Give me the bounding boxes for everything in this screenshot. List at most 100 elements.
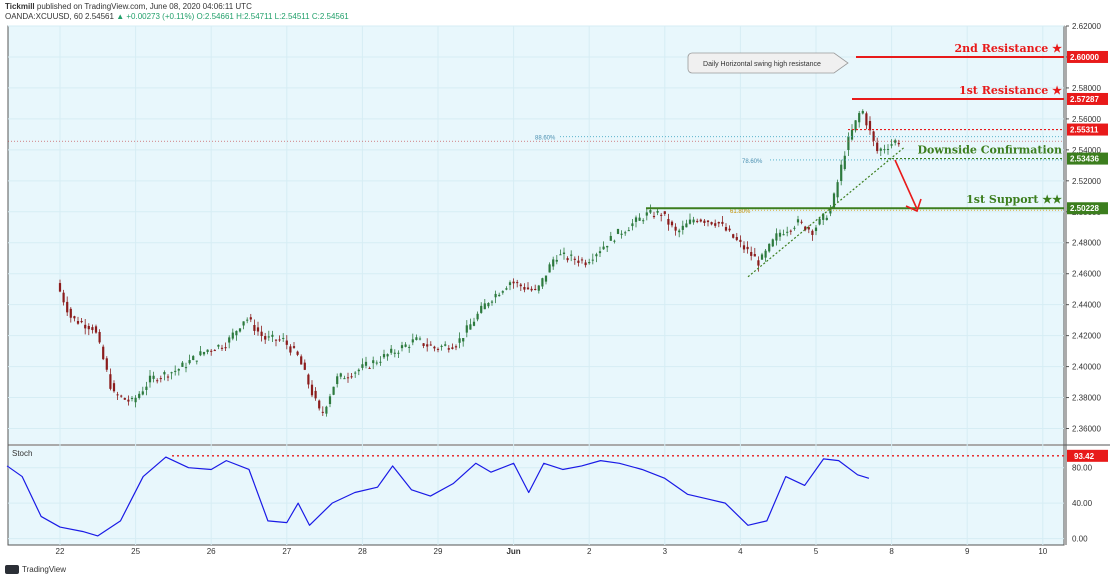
stoch-line bbox=[6, 456, 870, 537]
candle-body bbox=[472, 321, 476, 326]
candle-body bbox=[332, 386, 335, 395]
y-tick-label: 2.62000 bbox=[1072, 22, 1101, 31]
tradingview-logo[interactable]: TradingView bbox=[5, 565, 66, 574]
candle-body bbox=[364, 361, 368, 366]
fib-label: 61.80% bbox=[730, 209, 751, 215]
candle-body bbox=[159, 378, 162, 380]
candle-body bbox=[213, 350, 216, 352]
candle-body bbox=[195, 360, 198, 362]
price-badge-label: 2.55311 bbox=[1070, 126, 1099, 135]
candle-body bbox=[152, 375, 155, 379]
candle-body bbox=[336, 376, 339, 385]
candle-body bbox=[652, 215, 656, 218]
candle-body bbox=[818, 218, 821, 225]
candle-body bbox=[843, 155, 846, 169]
y-tick-label: 2.52000 bbox=[1072, 177, 1101, 186]
candle-body bbox=[796, 219, 800, 223]
candle-body bbox=[346, 377, 350, 379]
candle-body bbox=[814, 227, 818, 232]
level-name: 2nd Resistance ★ bbox=[955, 42, 1063, 55]
candle-body bbox=[462, 338, 465, 342]
candle-body bbox=[127, 399, 130, 402]
candle-body bbox=[148, 375, 152, 383]
up-arrow-icon: ▲ bbox=[116, 12, 125, 21]
candle-body bbox=[292, 346, 296, 348]
y-tick-label: 2.38000 bbox=[1072, 394, 1101, 403]
candle-body bbox=[314, 390, 317, 399]
candle-body bbox=[595, 254, 598, 257]
candle-body bbox=[217, 344, 220, 347]
stoch-tick-label: 80.00 bbox=[1072, 464, 1093, 473]
candle-body bbox=[422, 343, 425, 346]
candle-body bbox=[436, 348, 440, 350]
candle-body bbox=[897, 142, 900, 145]
candle-body bbox=[825, 217, 828, 220]
candle-body bbox=[804, 226, 807, 231]
candle-body bbox=[177, 369, 180, 371]
candle-body bbox=[728, 228, 731, 231]
candle-body bbox=[544, 275, 548, 282]
candle-body bbox=[163, 372, 166, 375]
symbol[interactable]: OANDA:XCUUSD, 60 bbox=[5, 12, 83, 21]
candle-body bbox=[469, 324, 472, 330]
candle-body bbox=[620, 233, 623, 235]
candle-body bbox=[890, 144, 893, 146]
y-tick-label: 2.54000 bbox=[1072, 146, 1101, 155]
candle-body bbox=[764, 250, 767, 258]
candle-body bbox=[516, 282, 519, 284]
candle-body bbox=[408, 346, 411, 348]
candle-body bbox=[357, 369, 360, 372]
y-tick-label: 2.40000 bbox=[1072, 363, 1101, 372]
stoch-title: Stoch bbox=[12, 449, 32, 458]
candle-body bbox=[714, 223, 717, 226]
level-price-label: 2.57287 bbox=[1070, 95, 1099, 104]
candle-body bbox=[372, 360, 375, 364]
publisher-name: Tickmill bbox=[5, 2, 35, 11]
candle-body bbox=[238, 328, 242, 332]
y-tick-label: 2.46000 bbox=[1072, 270, 1101, 279]
candle-body bbox=[580, 259, 584, 261]
candle-body bbox=[559, 254, 562, 256]
candle-body bbox=[361, 364, 364, 368]
candle-body bbox=[786, 231, 789, 233]
candle-body bbox=[555, 259, 558, 262]
candle-body bbox=[228, 337, 231, 343]
candle-body bbox=[69, 308, 72, 318]
candle-body bbox=[771, 239, 774, 247]
publisher-line: Tickmill published on TradingView.com, J… bbox=[5, 2, 252, 11]
level-price-label: 2.53436 bbox=[1070, 155, 1099, 164]
level-price-badge bbox=[1067, 50, 1108, 63]
candle-body bbox=[328, 396, 332, 405]
candle-body bbox=[494, 293, 497, 298]
candle-body bbox=[73, 316, 76, 319]
candle-body bbox=[253, 325, 256, 331]
candle-body bbox=[634, 217, 638, 222]
candle-body bbox=[199, 351, 202, 356]
candle-body bbox=[174, 370, 177, 372]
candle-body bbox=[418, 338, 422, 340]
candle-body bbox=[134, 397, 137, 403]
candle-body bbox=[678, 230, 681, 233]
candle-body bbox=[566, 258, 569, 261]
candle-body bbox=[519, 284, 522, 287]
candle-body bbox=[724, 227, 728, 231]
candle-body bbox=[537, 285, 540, 291]
candle-body bbox=[102, 346, 105, 360]
projection-arrow bbox=[894, 159, 918, 210]
x-tick-label: 8 bbox=[889, 547, 894, 556]
candle-body bbox=[606, 245, 609, 248]
price-badge bbox=[1067, 123, 1108, 136]
candle-body bbox=[886, 148, 890, 150]
candle-body bbox=[120, 395, 123, 397]
candle-body bbox=[278, 339, 281, 341]
candle-body bbox=[638, 217, 641, 221]
candle-body bbox=[415, 337, 418, 341]
x-tick-label: 29 bbox=[434, 547, 443, 556]
candle-body bbox=[206, 349, 209, 353]
candle-body bbox=[76, 321, 80, 324]
candle-body bbox=[894, 140, 897, 143]
candle-body bbox=[296, 351, 299, 355]
candles bbox=[58, 109, 900, 417]
candle-body bbox=[426, 344, 429, 347]
candle-body bbox=[706, 220, 710, 223]
